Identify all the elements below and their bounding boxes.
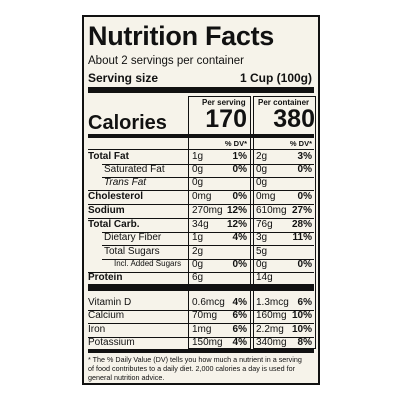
daily-value: 6% xyxy=(232,323,247,335)
daily-value: 6% xyxy=(232,310,247,322)
column-box xyxy=(253,96,316,349)
amount: 0g xyxy=(256,259,268,270)
daily-value: 0% xyxy=(232,259,247,270)
calories-value: 380 xyxy=(273,105,315,133)
daily-value: 12% xyxy=(226,219,247,230)
nutrient-name: Vitamin D xyxy=(88,297,132,308)
rule xyxy=(102,259,314,260)
rule xyxy=(88,218,314,219)
daily-value: 12% xyxy=(226,205,247,216)
amount: 0g xyxy=(192,259,204,270)
calories-label: Calories xyxy=(88,112,167,134)
amount: 2.2mg xyxy=(256,323,284,335)
nutrient-name: Trans Fat xyxy=(104,177,147,188)
daily-value: 0% xyxy=(297,164,312,175)
serving-size-label: Serving size xyxy=(88,71,159,85)
daily-value: 10% xyxy=(291,323,312,335)
rule xyxy=(88,190,314,191)
rule xyxy=(102,177,314,178)
amount: 76g xyxy=(256,219,273,230)
nutrient-name: Potassium xyxy=(88,336,135,348)
rule xyxy=(88,323,314,325)
nutrient-name: Total Carb. xyxy=(88,219,140,230)
amount: 0.6mcg xyxy=(192,297,225,308)
amount: 610mg xyxy=(256,205,287,216)
amount: 0mg xyxy=(256,191,276,202)
nutrient-name: Cholesterol xyxy=(88,191,144,202)
amount: 2g xyxy=(192,246,204,257)
amount: 0g xyxy=(256,164,268,175)
rule xyxy=(88,149,314,150)
daily-value: 0% xyxy=(232,191,247,202)
rule xyxy=(88,349,314,353)
amount: 150mg xyxy=(192,336,223,348)
rule xyxy=(88,272,314,273)
amount: 34g xyxy=(192,219,209,230)
rule xyxy=(102,232,314,233)
dv-header: % DV* xyxy=(224,139,247,148)
servings: About 2 servings per container xyxy=(88,55,244,67)
serving-size-value: 1 Cup (100g) xyxy=(239,71,312,85)
column-header: Per container xyxy=(258,98,310,107)
amount: 0g xyxy=(256,177,268,188)
amount: 1.3mcg xyxy=(256,297,289,308)
daily-value: 0% xyxy=(297,191,312,202)
daily-value: 4% xyxy=(232,297,247,308)
nutrient-name: Total Fat xyxy=(88,151,129,162)
daily-value: 0% xyxy=(297,259,312,270)
daily-value: 10% xyxy=(291,310,312,322)
calories-value: 170 xyxy=(205,105,247,133)
rule xyxy=(88,87,314,93)
amount: 0g xyxy=(192,164,204,175)
amount: 1mg xyxy=(192,323,212,335)
amount: 160mg xyxy=(256,310,287,322)
footnote: of food contributes to a daily diet. 2,0… xyxy=(88,364,295,373)
daily-value: 0% xyxy=(232,164,247,175)
amount: 1g xyxy=(192,232,204,243)
daily-value: 28% xyxy=(291,219,312,230)
column-header: Per serving xyxy=(202,98,246,107)
amount: 0mg xyxy=(192,191,212,202)
nutrient-name: Saturated Fat xyxy=(104,164,165,175)
amount: 340mg xyxy=(256,336,287,348)
daily-value: 27% xyxy=(291,205,312,216)
dv-header: % DV* xyxy=(289,139,312,148)
footnote: general nutrition advice. xyxy=(88,373,165,382)
column-box xyxy=(188,96,251,349)
daily-value: 1% xyxy=(232,151,247,162)
nutrient-name: Dietary Fiber xyxy=(104,232,162,243)
daily-value: 4% xyxy=(232,232,247,243)
amount: 3g xyxy=(256,232,268,243)
rule xyxy=(88,284,314,291)
daily-value: 6% xyxy=(297,297,312,308)
amount: 70mg xyxy=(192,310,218,322)
rule xyxy=(88,310,314,311)
rule xyxy=(88,134,314,138)
daily-value: 8% xyxy=(297,336,312,348)
daily-value: 3% xyxy=(297,151,312,162)
rule xyxy=(88,336,314,338)
amount: 6g xyxy=(192,272,204,283)
amount: 2g xyxy=(256,151,268,162)
amount: 270mg xyxy=(192,205,223,216)
nutrient-name: Sodium xyxy=(88,205,125,216)
daily-value: 4% xyxy=(232,336,247,348)
nutrient-name: Incl. Added Sugars xyxy=(114,259,182,268)
nutrient-name: Iron xyxy=(88,323,106,335)
footnote: * The % Daily Value (DV) tells you how m… xyxy=(88,355,302,364)
amount: 0g xyxy=(192,177,204,188)
nutrient-name: Protein xyxy=(88,272,123,283)
nutrition-label: Nutrition Facts About 2 servings per cont… xyxy=(82,15,320,385)
rule xyxy=(88,204,314,205)
amount: 5g xyxy=(256,246,268,257)
nutrient-name: Total Sugars xyxy=(104,246,160,257)
rule xyxy=(102,245,314,246)
rule xyxy=(102,164,314,165)
amount: 1g xyxy=(192,151,204,162)
amount: 14g xyxy=(256,272,273,283)
daily-value: 11% xyxy=(292,232,312,243)
title: Nutrition Facts xyxy=(88,21,275,51)
nutrient-name: Calcium xyxy=(88,310,125,322)
